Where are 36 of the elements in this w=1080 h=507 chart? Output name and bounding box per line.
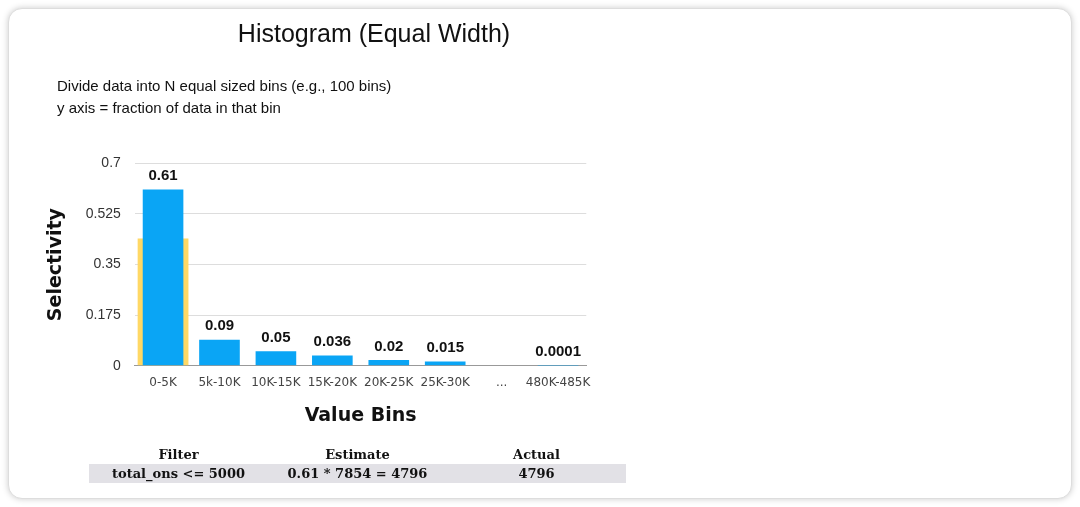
x-tick-label: ...: [495, 375, 508, 390]
text: Filter: [157, 446, 200, 464]
x-axis-title: Value Bins: [304, 402, 417, 425]
text: total_ons <= 5000: [89, 464, 268, 483]
bar: [199, 339, 240, 366]
x-tick-label: 5k-10K: [198, 375, 242, 390]
data-label: 0.05: [261, 327, 291, 345]
x-tick-label: 25K-30K: [420, 375, 471, 390]
x-tick-label: 15K-20K: [307, 375, 359, 390]
bar: [142, 189, 184, 366]
text: 0.61 * 7854 = 4796: [268, 464, 447, 483]
text: 4796: [447, 464, 626, 483]
y-axis-title: Selectivity: [43, 207, 66, 322]
y-tick-label: 0.175: [85, 306, 122, 323]
bar: [368, 360, 410, 366]
x-tick-label: 20K-25K: [364, 375, 415, 390]
y-tick-label: 0.7: [101, 154, 122, 171]
y-tick-label: 0.525: [85, 204, 122, 221]
data-label: 0.036: [313, 332, 352, 350]
bar: [312, 355, 353, 366]
data-label: 0.61: [148, 166, 178, 184]
text: Actual: [512, 446, 561, 464]
x-tick-label: 10K-15K: [251, 375, 302, 390]
text: Estimate: [324, 446, 391, 464]
chart-title: Histogram (Equal Width): [236, 19, 512, 48]
data-label: 0.015: [426, 338, 464, 356]
data-label: 0.0001: [535, 342, 582, 360]
y-tick-label: 0.35: [93, 255, 122, 272]
data-label: 0.02: [374, 336, 404, 354]
x-tick-label: 0-5K: [149, 375, 178, 390]
bar: [424, 361, 466, 366]
y-tick-label: 0: [113, 356, 122, 373]
x-tick-label: 480K-485K: [525, 375, 592, 390]
chart-subtitle: Divide data into N equal sized bins (e.g., 100 bins) y axis = fraction of data in that bin: [57, 76, 392, 118]
data-label: 0.09: [204, 316, 235, 334]
bar: [255, 351, 297, 366]
